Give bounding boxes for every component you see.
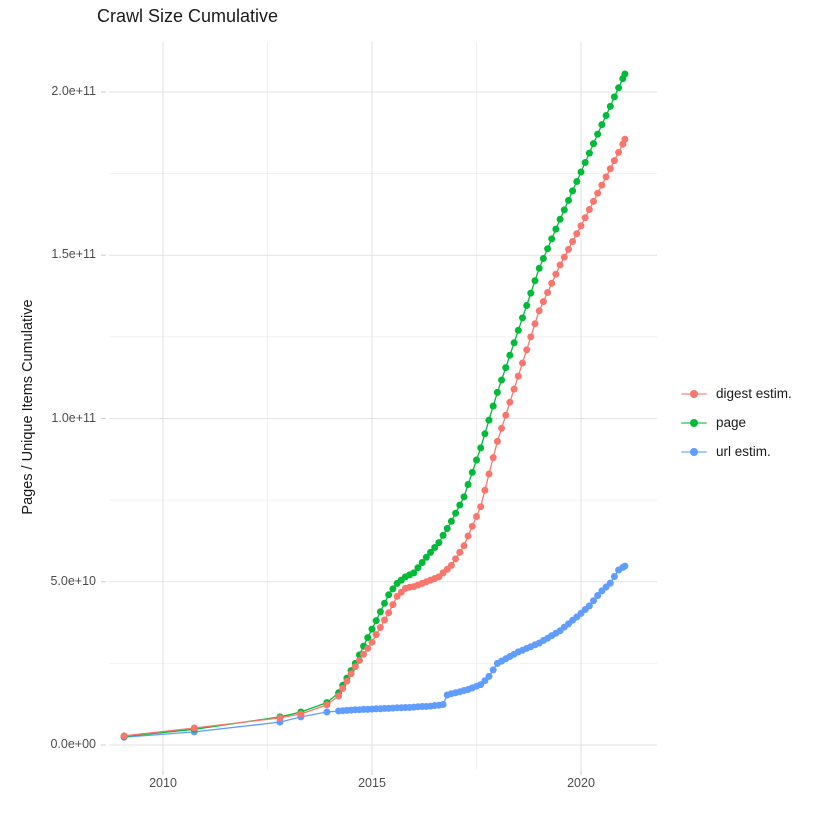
y-tick-label: 1.0e+11 — [51, 410, 96, 425]
legend-label: page — [716, 415, 747, 430]
y-tick-label: 1.5e+11 — [51, 247, 96, 262]
legend-item-digest: digest estim. — [681, 379, 792, 408]
y-tick-label: 5.0e+10 — [50, 573, 96, 588]
legend-item-page: page — [681, 408, 792, 437]
y-axis-title: Pages / Unique Items Cumulative — [20, 299, 36, 515]
y-tick-label: 2.0e+11 — [51, 84, 96, 98]
legend: digest estim. page url estim. — [681, 379, 792, 466]
chart-title: Crawl Size Cumulative — [97, 6, 279, 26]
y-tick-label: 0.0e+00 — [50, 737, 96, 751]
legend-key-icon — [681, 444, 707, 460]
legend-label: digest estim. — [716, 386, 792, 401]
legend-label: url estim. — [716, 444, 771, 459]
legend-item-url: url estim. — [681, 437, 792, 466]
legend-key-icon — [681, 415, 707, 431]
legend-key-icon — [681, 386, 707, 402]
x-tick-label: 2010 — [149, 776, 177, 790]
x-tick-label: 2015 — [358, 776, 386, 790]
x-tick-label: 2020 — [567, 776, 595, 790]
